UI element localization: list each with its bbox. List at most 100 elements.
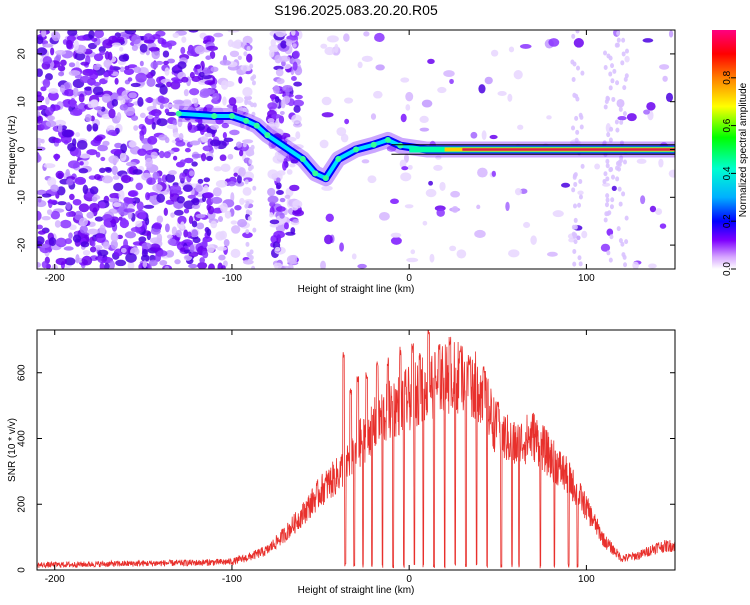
noise-speckle: [102, 241, 110, 250]
noise-speckle: [102, 213, 113, 222]
noise-speckle: [575, 129, 580, 135]
noise-speckle: [273, 230, 285, 239]
noise-speckle: [167, 238, 177, 246]
noise-speckle: [286, 255, 298, 265]
colorbar-tick-label: 0.2: [722, 214, 733, 228]
noise-speckle: [105, 167, 112, 173]
noise-speckle: [344, 97, 354, 104]
noise-speckle: [205, 55, 212, 60]
noise-speckle: [165, 111, 178, 117]
noise-speckle: [157, 177, 162, 185]
ridge-point: [335, 156, 342, 163]
noise-speckle: [233, 172, 238, 177]
noise-speckle: [321, 96, 332, 106]
noise-speckle: [88, 30, 95, 40]
noise-speckle: [230, 248, 241, 258]
noise-speckle: [320, 43, 328, 49]
noise-speckle: [48, 237, 57, 247]
noise-speckle: [227, 181, 236, 187]
noise-speckle: [203, 177, 211, 183]
noise-speckle: [121, 217, 127, 226]
noise-speckle: [610, 174, 615, 180]
noise-speckle: [72, 87, 79, 97]
noise-speckle: [574, 115, 579, 121]
noise-speckle: [603, 171, 608, 177]
noise-speckle: [202, 67, 211, 76]
ridge-point: [264, 132, 271, 139]
noise-speckle: [206, 155, 214, 162]
noise-speckle: [46, 115, 56, 121]
noise-speckle: [58, 71, 65, 77]
noise-speckle: [55, 170, 65, 179]
noise-speckle: [251, 80, 256, 86]
noise-speckle: [213, 166, 222, 172]
noise-speckle: [285, 41, 293, 47]
noise-speckle: [324, 234, 333, 245]
noise-speckle: [94, 135, 103, 142]
noise-speckle: [104, 51, 110, 60]
top-y-tick-label: 0: [17, 146, 28, 152]
noise-speckle: [141, 242, 152, 250]
noise-speckle: [213, 32, 224, 38]
noise-speckle: [165, 173, 176, 183]
noise-speckle: [605, 163, 610, 169]
noise-speckle: [246, 125, 251, 131]
noise-speckle: [289, 163, 296, 168]
noise-speckle: [121, 174, 132, 184]
noise-speckle: [204, 227, 210, 233]
noise-speckle: [166, 124, 178, 129]
noise-speckle: [230, 192, 235, 202]
noise-speckle: [603, 104, 608, 110]
noise-speckle: [187, 122, 193, 131]
noise-speckle: [110, 208, 117, 214]
noise-speckle: [45, 96, 50, 105]
noise-speckle: [279, 197, 286, 203]
noise-speckle: [194, 184, 203, 193]
noise-speckle: [116, 36, 125, 43]
noise-speckle: [572, 92, 577, 98]
noise-speckle: [50, 184, 59, 192]
noise-speckle: [206, 244, 215, 253]
noise-speckle: [41, 193, 52, 198]
noise-speckle: [443, 70, 455, 78]
noise-speckle: [577, 190, 584, 196]
noise-speckle: [180, 221, 185, 230]
noise-speckle: [164, 136, 170, 144]
noise-speckle: [131, 115, 139, 121]
noise-speckle: [604, 202, 609, 208]
noise-speckle: [43, 163, 56, 169]
noise-speckle: [238, 76, 243, 84]
noise-speckle: [155, 83, 166, 88]
noise-speckle: [548, 38, 560, 47]
noise-speckle: [77, 103, 84, 110]
noise-speckle: [275, 68, 284, 77]
noise-speckle: [84, 113, 92, 122]
noise-speckle: [80, 241, 90, 248]
noise-speckle: [210, 124, 219, 130]
colorbar-tick-label: 0.4: [722, 166, 733, 180]
noise-speckle: [279, 212, 285, 219]
noise-speckle: [81, 255, 93, 266]
noise-speckle: [182, 184, 193, 192]
noise-speckle: [386, 145, 397, 152]
noise-speckle: [138, 212, 147, 220]
noise-speckle: [614, 119, 619, 125]
noise-speckle: [147, 135, 158, 145]
noise-speckle: [227, 39, 234, 47]
noise-speckle: [125, 252, 137, 263]
noise-speckle: [156, 215, 164, 224]
noise-speckle: [65, 169, 70, 177]
noise-speckle: [82, 184, 89, 195]
noise-speckle: [223, 137, 234, 143]
noise-speckle: [571, 125, 576, 131]
noise-speckle: [517, 124, 524, 130]
noise-speckle: [267, 169, 279, 180]
noise-speckle: [86, 211, 94, 219]
noise-speckle: [623, 76, 628, 82]
noise-speckle: [427, 58, 435, 65]
noise-speckle: [84, 86, 93, 91]
noise-speckle: [89, 186, 99, 195]
noise-speckle: [127, 190, 138, 197]
noise-speckle: [390, 236, 402, 245]
noise-speckle: [615, 176, 620, 182]
